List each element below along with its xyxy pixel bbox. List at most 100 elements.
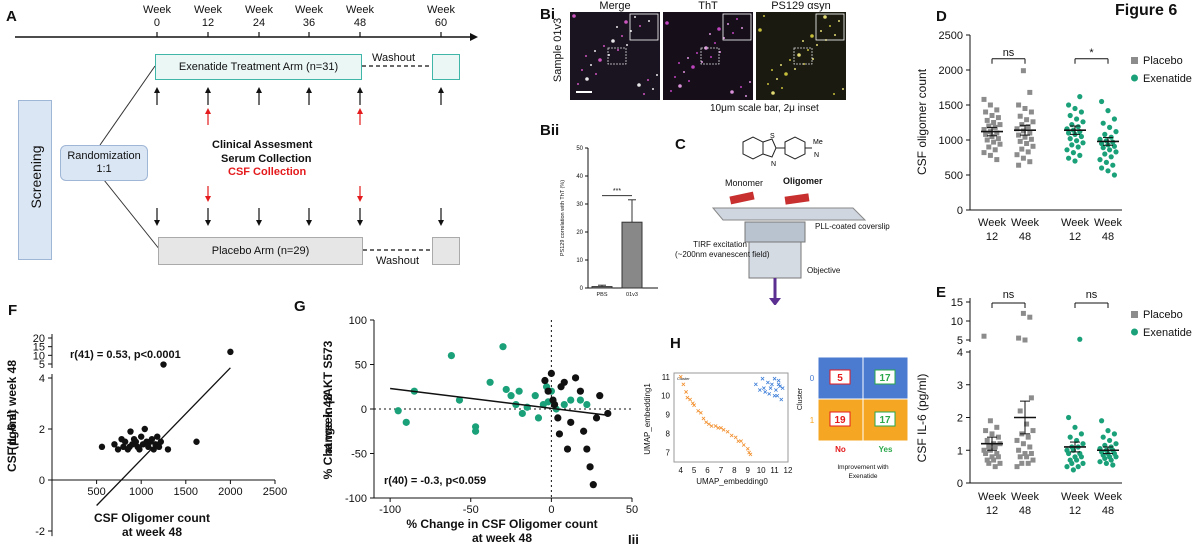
puncta-dot — [781, 87, 783, 89]
d-ylabel: CSF oligomer count — [915, 68, 929, 175]
puncta-dot — [577, 83, 579, 85]
e-point — [1078, 454, 1084, 460]
bii-ytick-label: 40 — [576, 174, 583, 180]
h-point — [719, 426, 723, 430]
d-xtick-label: Week — [1011, 217, 1039, 229]
e-point — [992, 464, 998, 470]
f-ytick-label: 5 — [39, 359, 45, 371]
h-point — [733, 435, 738, 440]
d-xtick-label: 48 — [1019, 231, 1031, 243]
d-point — [984, 117, 990, 123]
g-point — [571, 374, 580, 382]
panel-a: A Week 0 Week 12 Week 24 Week 36 Week 48… — [0, 0, 480, 275]
puncta-dot — [630, 30, 632, 32]
e-point — [997, 460, 1003, 466]
g-point — [567, 418, 575, 426]
h-xtick-label: 12 — [784, 466, 793, 475]
d-point — [1102, 151, 1108, 157]
randomization-box: Randomization 1:1 — [60, 145, 148, 181]
d-point — [1099, 165, 1105, 171]
g-ytick-label: 0 — [361, 404, 367, 416]
puncta-dot — [665, 21, 669, 25]
puncta-dot — [647, 79, 649, 81]
h-col-label: Yes — [879, 445, 893, 454]
washout-bottom-label: Washout — [376, 255, 420, 267]
e-point — [995, 434, 1001, 440]
g-point — [596, 392, 604, 400]
h-xtick-label: 8 — [732, 466, 737, 475]
d-point — [1017, 113, 1023, 119]
d-point — [995, 115, 1001, 121]
e-ytick-label: 15 — [951, 297, 963, 309]
week-0-label: Week 0 — [143, 4, 171, 29]
h-point — [761, 386, 766, 391]
d-point — [1102, 131, 1108, 137]
h-point — [704, 420, 709, 425]
sample-label: Sample 01v3 — [552, 17, 564, 83]
h-ytick-label: 10 — [661, 392, 670, 401]
up-arrow-head — [205, 87, 211, 93]
e-point — [1066, 450, 1072, 457]
puncta-dot — [696, 52, 698, 54]
e-point — [981, 333, 987, 339]
d-point — [1078, 133, 1084, 140]
d-xtick-label: Week — [1061, 217, 1089, 229]
e-point — [1024, 421, 1030, 427]
h-ytick-label: 8 — [666, 430, 671, 439]
h-col-label: No — [835, 445, 846, 454]
e-point — [1080, 441, 1086, 447]
e-point — [984, 437, 990, 443]
screening-box: Screening — [18, 100, 52, 260]
red-down-arrow-head — [205, 196, 211, 202]
puncta-dot — [687, 57, 689, 59]
e-point — [1110, 462, 1116, 468]
d-sig-label: * — [1089, 47, 1094, 59]
e-point — [1028, 395, 1034, 401]
h-point — [748, 452, 753, 457]
d-point — [1069, 142, 1075, 148]
puncta-dot — [807, 49, 809, 51]
g-point — [499, 343, 507, 351]
f-ytick-label: 15 — [33, 342, 45, 354]
g-point — [560, 400, 568, 409]
g-point — [471, 427, 480, 435]
treatment-followup-box — [432, 54, 460, 80]
h-point — [778, 384, 782, 389]
h-point — [747, 450, 751, 455]
g-point — [583, 445, 591, 453]
bii-xtick-label: 01v3 — [626, 292, 638, 298]
f-point — [132, 438, 140, 445]
h-point — [780, 386, 785, 391]
down-arrow-head — [205, 220, 211, 226]
g-point — [563, 445, 572, 453]
bii-ytick-label: 10 — [576, 258, 583, 264]
d-point — [1066, 130, 1072, 136]
puncta-dot — [776, 78, 778, 80]
svg-text:N: N — [814, 152, 819, 159]
h-point — [713, 424, 718, 428]
puncta-dot — [780, 64, 782, 66]
bii-ytick-label: 50 — [576, 146, 583, 152]
puncta-dot — [652, 88, 654, 90]
f-ytick-label: 10 — [33, 350, 45, 362]
f-ylabel: (pg/ml) — [5, 410, 19, 450]
puncta-dot — [688, 80, 690, 82]
merge-header: Merge — [599, 0, 631, 12]
h-matrix-value-box — [874, 369, 896, 385]
g-point — [576, 396, 584, 404]
h-point — [729, 433, 734, 438]
h-xtick-label: 6 — [705, 466, 710, 475]
h-chart: 4 5 6 7 8 9 10 11 127891011UMAP_embedding1UMAP_e… — [643, 356, 909, 486]
puncta-dot — [581, 69, 583, 71]
puncta-dot — [714, 42, 716, 44]
e-xtick-label: 12 — [986, 505, 998, 517]
h-point — [709, 424, 714, 428]
f-point — [141, 425, 148, 433]
up-arrow-head — [256, 87, 262, 93]
oligomer-shape — [784, 193, 810, 205]
g-point — [534, 414, 543, 422]
puncta-dot — [670, 90, 672, 92]
d-point — [1028, 109, 1034, 115]
puncta-dot — [648, 20, 650, 22]
e-sig-label: ns — [1003, 289, 1015, 301]
